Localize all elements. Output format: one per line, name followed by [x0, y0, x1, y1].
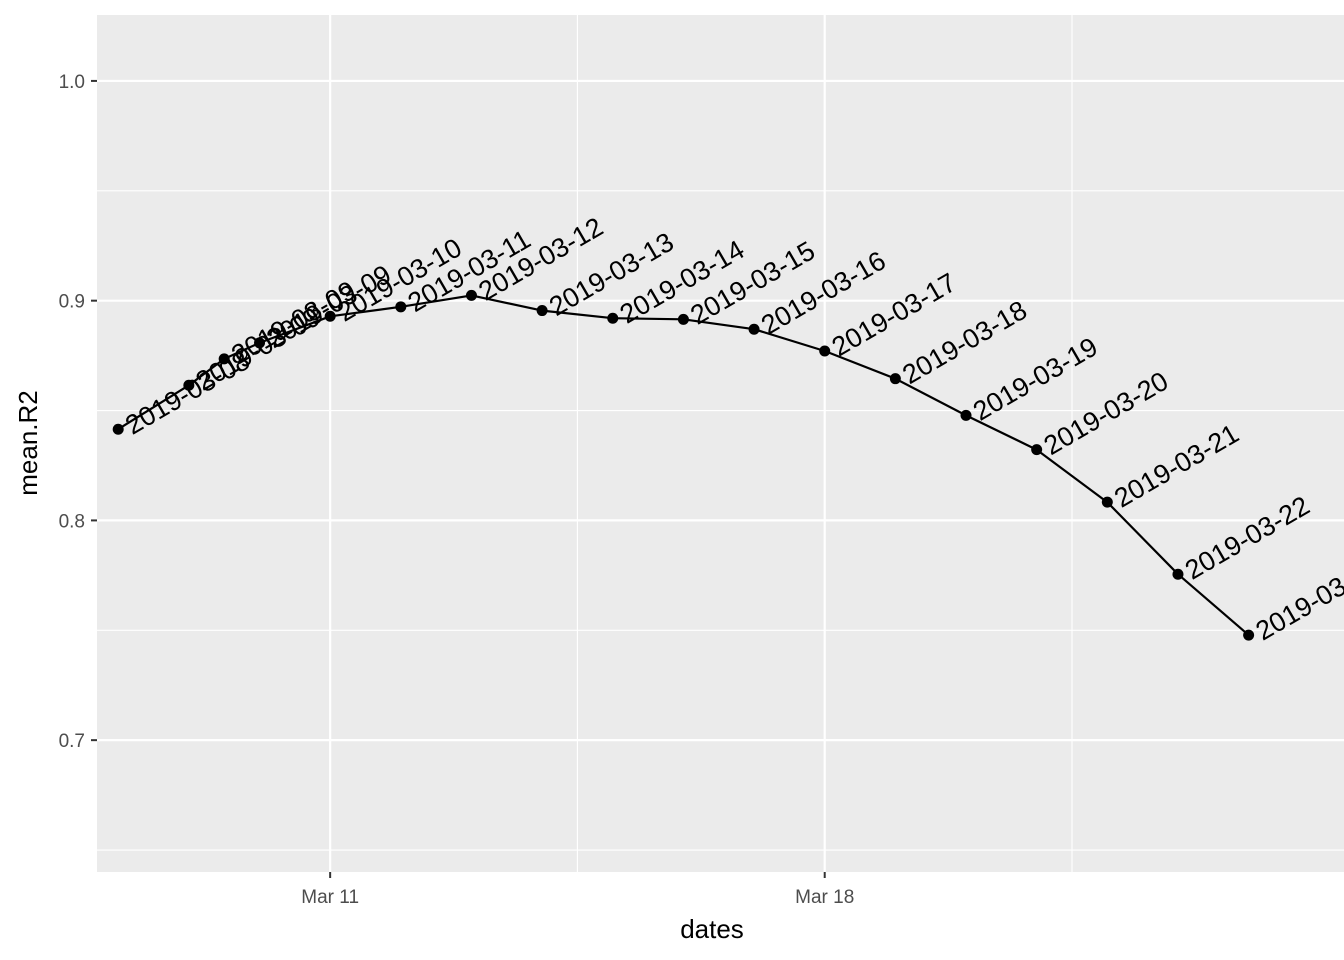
data-point [536, 305, 548, 317]
x-tick-label: Mar 11 [301, 887, 359, 908]
data-point [889, 373, 901, 385]
data-point [677, 313, 689, 325]
data-point [819, 345, 831, 357]
y-tick-label: 0.7 [59, 731, 85, 752]
y-tick-label: 0.8 [59, 511, 85, 532]
data-point [112, 423, 124, 435]
data-point [1101, 496, 1113, 508]
y-axis: 0.7 0.8 0.9 1.0 [59, 72, 97, 752]
data-point [960, 409, 972, 421]
x-axis-title: dates [680, 914, 744, 944]
data-point [748, 323, 760, 335]
data-point [183, 379, 195, 391]
minor-gridlines [82, 15, 1344, 872]
y-tick-label: 0.9 [59, 292, 85, 313]
data-point [607, 312, 619, 324]
data-point [253, 337, 265, 349]
data-point [1031, 444, 1043, 456]
data-series [112, 289, 1255, 641]
major-gridlines [97, 15, 1344, 872]
data-point [218, 353, 230, 365]
data-point [395, 301, 407, 313]
x-tick-label: Mar 18 [795, 887, 854, 908]
data-point [1172, 568, 1184, 580]
data-point [1243, 629, 1255, 641]
data-point [324, 310, 336, 322]
x-axis: Mar 11 Mar 18 [301, 872, 854, 908]
y-tick-label: 1.0 [59, 72, 85, 93]
y-axis-title: mean.R2 [13, 390, 43, 496]
plot-panel [97, 15, 1344, 872]
series-line [117, 294, 1250, 636]
data-point [465, 289, 477, 301]
